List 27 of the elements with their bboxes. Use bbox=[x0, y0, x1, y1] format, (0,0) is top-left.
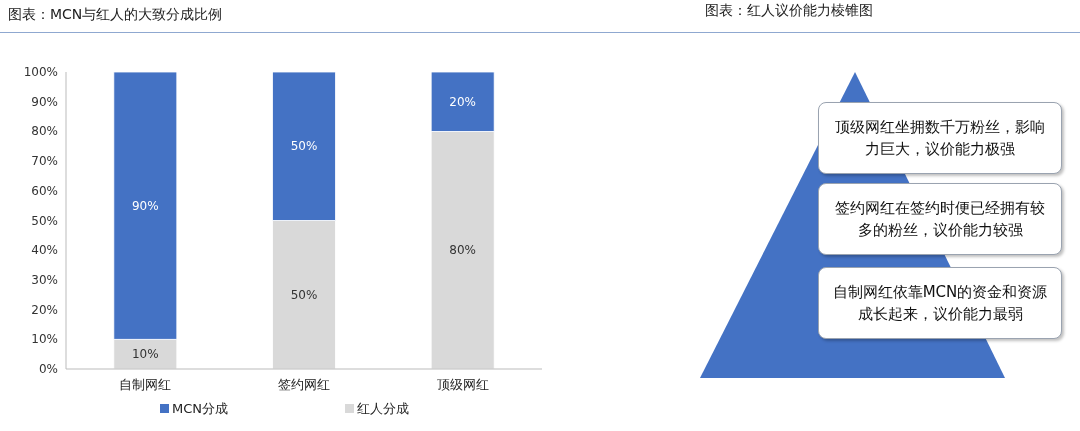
legend-label: 红人分成 bbox=[357, 401, 409, 416]
y-tick-label: 90% bbox=[31, 94, 58, 109]
y-tick-label: 20% bbox=[31, 302, 58, 317]
data-label: 50% bbox=[290, 139, 318, 154]
data-label: 10% bbox=[132, 347, 159, 362]
y-tick-label: 70% bbox=[31, 154, 58, 169]
legend-label: MCN分成 bbox=[172, 401, 229, 416]
data-label: 80% bbox=[449, 243, 476, 258]
y-tick-label: 30% bbox=[31, 272, 58, 287]
y-tick-label: 0% bbox=[38, 362, 58, 376]
text: 图表：红人议价能力棱锥图 bbox=[705, 2, 873, 20]
y-tick-label: 10% bbox=[31, 332, 58, 347]
y-tick-label: 50% bbox=[31, 213, 58, 228]
text: 签约网红在签约时便已经拥有较多的粉丝，议价能力较强 bbox=[818, 183, 1062, 255]
data-label: 90% bbox=[132, 198, 159, 213]
x-tick-label: 签约网红 bbox=[278, 377, 330, 392]
data-label: 20% bbox=[449, 94, 476, 109]
data-label: 50% bbox=[290, 287, 318, 302]
y-tick-label: 100% bbox=[23, 65, 58, 79]
y-tick-label: 60% bbox=[31, 183, 58, 198]
text: 自制网红依靠MCN的资金和资源成长起来，议价能力最弱 bbox=[818, 267, 1062, 339]
x-tick-label: 自制网红 bbox=[119, 377, 172, 392]
chart-title: 图表：MCN与红人的大致分成比例 bbox=[8, 6, 223, 24]
y-tick-label: 40% bbox=[31, 243, 58, 258]
x-tick-label: 顶级网红 bbox=[436, 377, 489, 392]
y-tick-label: 80% bbox=[31, 124, 58, 139]
text: 顶级网红坐拥数千万粉丝，影响力巨大，议价能力极强 bbox=[818, 102, 1062, 174]
